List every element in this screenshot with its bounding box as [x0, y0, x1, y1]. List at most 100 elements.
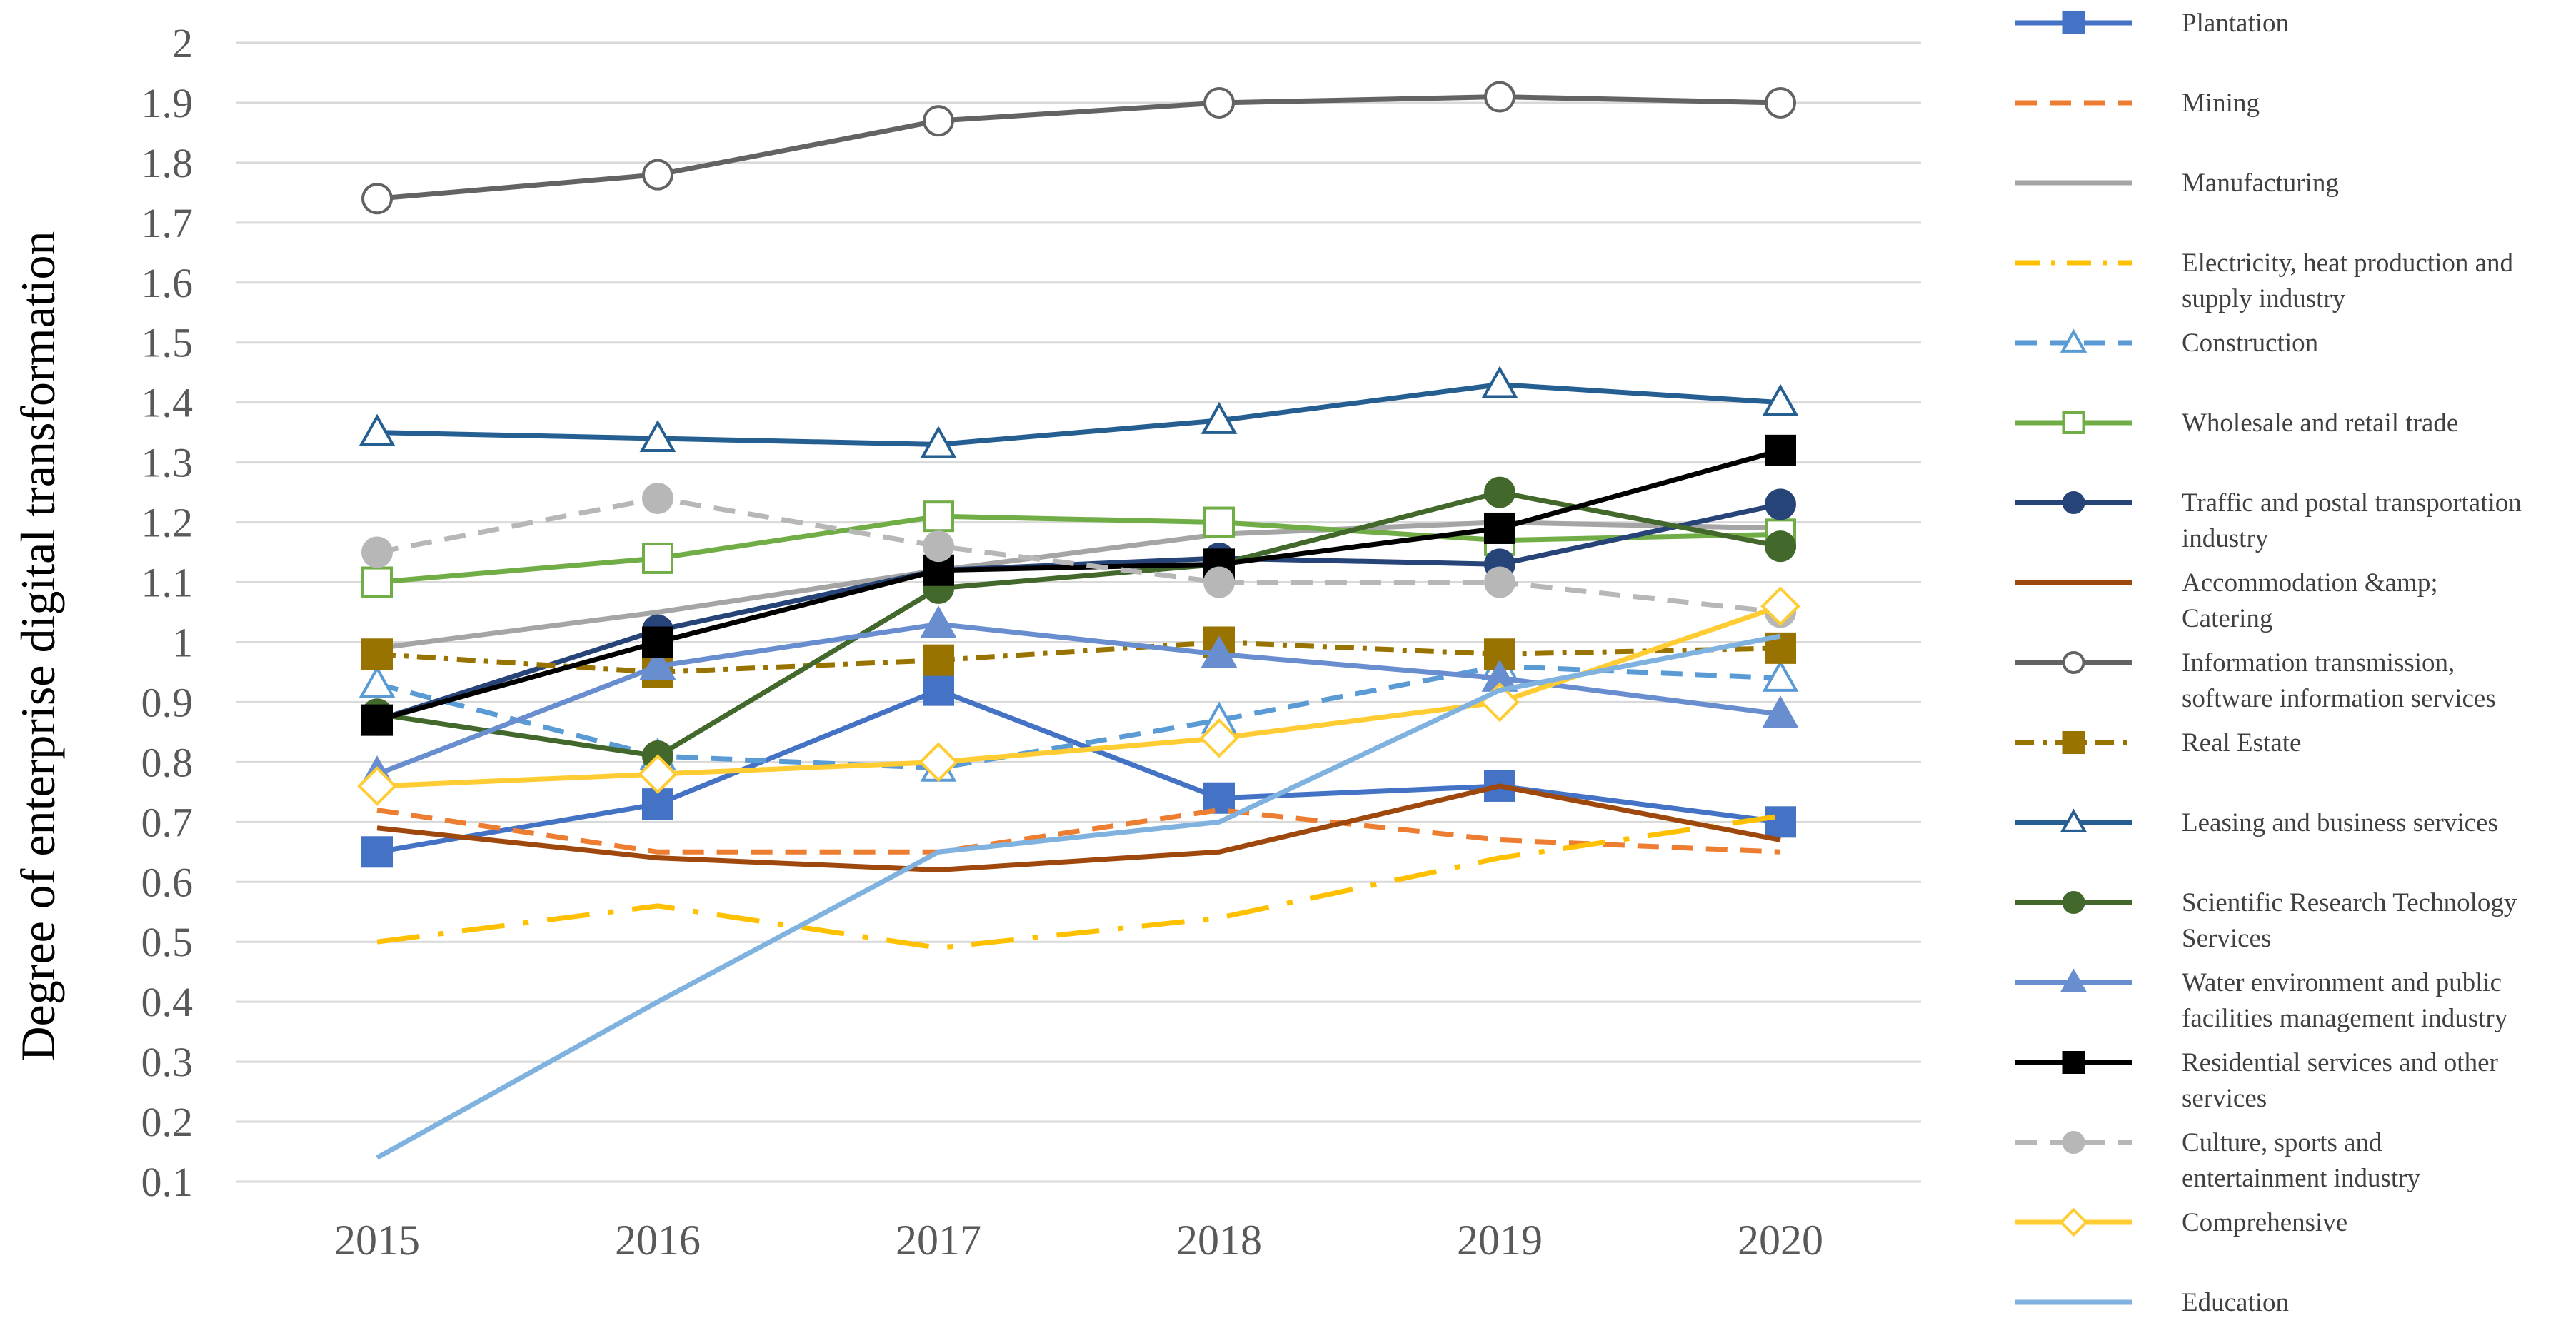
data-point-marker: [361, 566, 393, 598]
x-tick-label: 2020: [1738, 1217, 1823, 1264]
data-point-marker: [361, 183, 393, 215]
legend-entry: Water environment and public facilities m…: [2015, 968, 2508, 1033]
legend-label: Wholesale and retail trade: [2182, 408, 2458, 438]
series-7: [376, 783, 1781, 872]
legend-marker: [2062, 11, 2085, 34]
data-point-marker: [1484, 566, 1515, 598]
y-tick-label: 1.4: [141, 380, 194, 426]
series-line: [376, 520, 1781, 651]
legend-entry: Traffic and postal transportation industr…: [2015, 488, 2522, 553]
series-10: [359, 366, 1799, 458]
legend-entry: Plantation: [2015, 9, 2289, 38]
data-point-marker: [642, 542, 673, 574]
data-point-marker: [923, 105, 954, 137]
legend-marker: [2062, 1051, 2085, 1074]
data-point-marker: [1203, 506, 1235, 538]
series-15: [357, 586, 1800, 806]
legend-label: Construction: [2182, 328, 2318, 358]
data-point-marker: [1484, 476, 1515, 508]
legend: Plantation Mining Manufacturing Electricity…: [2015, 9, 2522, 1317]
y-tick-label: 1.1: [141, 560, 194, 606]
legend-marker: [2062, 651, 2085, 674]
y-tick-label: 1: [172, 619, 193, 665]
legend-marker: [2062, 491, 2085, 514]
y-tick-label: 0.7: [141, 799, 194, 845]
series-1: [376, 808, 1781, 855]
series-12: [359, 605, 1799, 788]
gridlines: [236, 41, 1921, 1183]
y-tick-label: 0.9: [141, 679, 194, 725]
data-point-marker: [639, 647, 676, 680]
legend-entry: Mining: [2015, 89, 2260, 118]
data-point-marker: [1203, 86, 1235, 119]
data-point-marker: [1765, 434, 1796, 466]
series-4: [359, 647, 1799, 782]
legend-marker: [2062, 411, 2085, 434]
legend-label: Comprehensive: [2182, 1208, 2347, 1237]
series-line: [376, 382, 1781, 447]
series-line: [376, 448, 1781, 723]
y-tick-label: 0.6: [141, 859, 194, 905]
legend-entry: Wholesale and retail trade: [2015, 408, 2458, 438]
data-point-marker: [920, 605, 957, 638]
y-axis-ticks: 0.1 0.2 0.3 0.4 0.5 0.6 0.7 0.8 0.9 1 1.1 1.2 1.3 1.4…: [141, 20, 194, 1205]
data-point-marker: [1203, 566, 1235, 598]
data-point-marker: [1765, 488, 1796, 520]
legend-entry: Construction: [2015, 328, 2318, 358]
y-tick-label: 0.3: [141, 1039, 194, 1085]
series-line: [376, 639, 1781, 675]
series-line: [376, 501, 1781, 723]
legend-label: entertainment industry: [2182, 1164, 2420, 1193]
legend-label: Culture, sports and: [2182, 1128, 2382, 1157]
data-point-marker: [642, 483, 673, 514]
x-tick-label: 2016: [615, 1217, 701, 1264]
data-point-marker: [361, 638, 393, 670]
legend-label: Education: [2182, 1288, 2289, 1317]
data-point-marker: [1765, 806, 1796, 838]
legend-label: Water environment and public: [2182, 968, 2502, 997]
data-point-marker: [361, 536, 393, 568]
y-tick-label: 1.6: [141, 260, 194, 306]
data-point-marker: [1765, 530, 1796, 563]
legend-entry: Culture, sports and entertainment industr…: [2015, 1128, 2420, 1193]
legend-marker: [2062, 891, 2085, 914]
data-point-marker: [638, 754, 678, 794]
legend-marker: [2060, 328, 2088, 353]
legend-entry: Residential services and other services: [2015, 1048, 2498, 1113]
data-point-marker: [357, 766, 397, 806]
data-point-marker: [1762, 659, 1799, 692]
data-point-marker: [918, 742, 958, 783]
series-line: [376, 663, 1781, 771]
y-axis-label: Degree of enterprise digital transformat…: [11, 231, 65, 1061]
data-point-marker: [359, 665, 396, 698]
legend-label: Electricity, heat production and: [2182, 248, 2514, 278]
legend-marker: [2062, 1131, 2085, 1154]
y-tick-label: 0.1: [141, 1159, 194, 1205]
legend-entry: Scientific Research Technology Services: [2015, 888, 2517, 953]
legend-label: Accommodation &amp;: [2182, 568, 2438, 598]
data-point-marker: [1484, 81, 1515, 113]
legend-label: Manufacturing: [2182, 168, 2339, 198]
legend-label: Scientific Research Technology: [2182, 888, 2517, 917]
legend-entry: Real Estate: [2015, 728, 2301, 758]
x-tick-label: 2015: [334, 1217, 420, 1264]
data-point-marker: [1765, 632, 1796, 664]
legend-label: Information transmission,: [2182, 648, 2455, 678]
y-tick-label: 1.8: [141, 140, 194, 186]
data-point-marker: [642, 788, 673, 820]
data-point-marker: [1203, 782, 1235, 814]
data-point-marker: [1762, 383, 1799, 416]
legend-label: supply industry: [2182, 284, 2346, 313]
legend-marker: [2060, 968, 2088, 992]
series-line: [376, 813, 1781, 951]
series-3: [376, 813, 1781, 951]
series-16: [376, 633, 1781, 1160]
data-point-marker: [1481, 366, 1518, 398]
legend-label: Real Estate: [2182, 728, 2301, 758]
legend-label: Leasing and business services: [2182, 808, 2498, 837]
data-point-marker: [361, 704, 393, 736]
data-point-marker: [923, 674, 954, 706]
data-point-marker: [361, 836, 393, 868]
series-line: [376, 94, 1781, 201]
legend-entry: Information transmission, software inform…: [2015, 648, 2496, 713]
